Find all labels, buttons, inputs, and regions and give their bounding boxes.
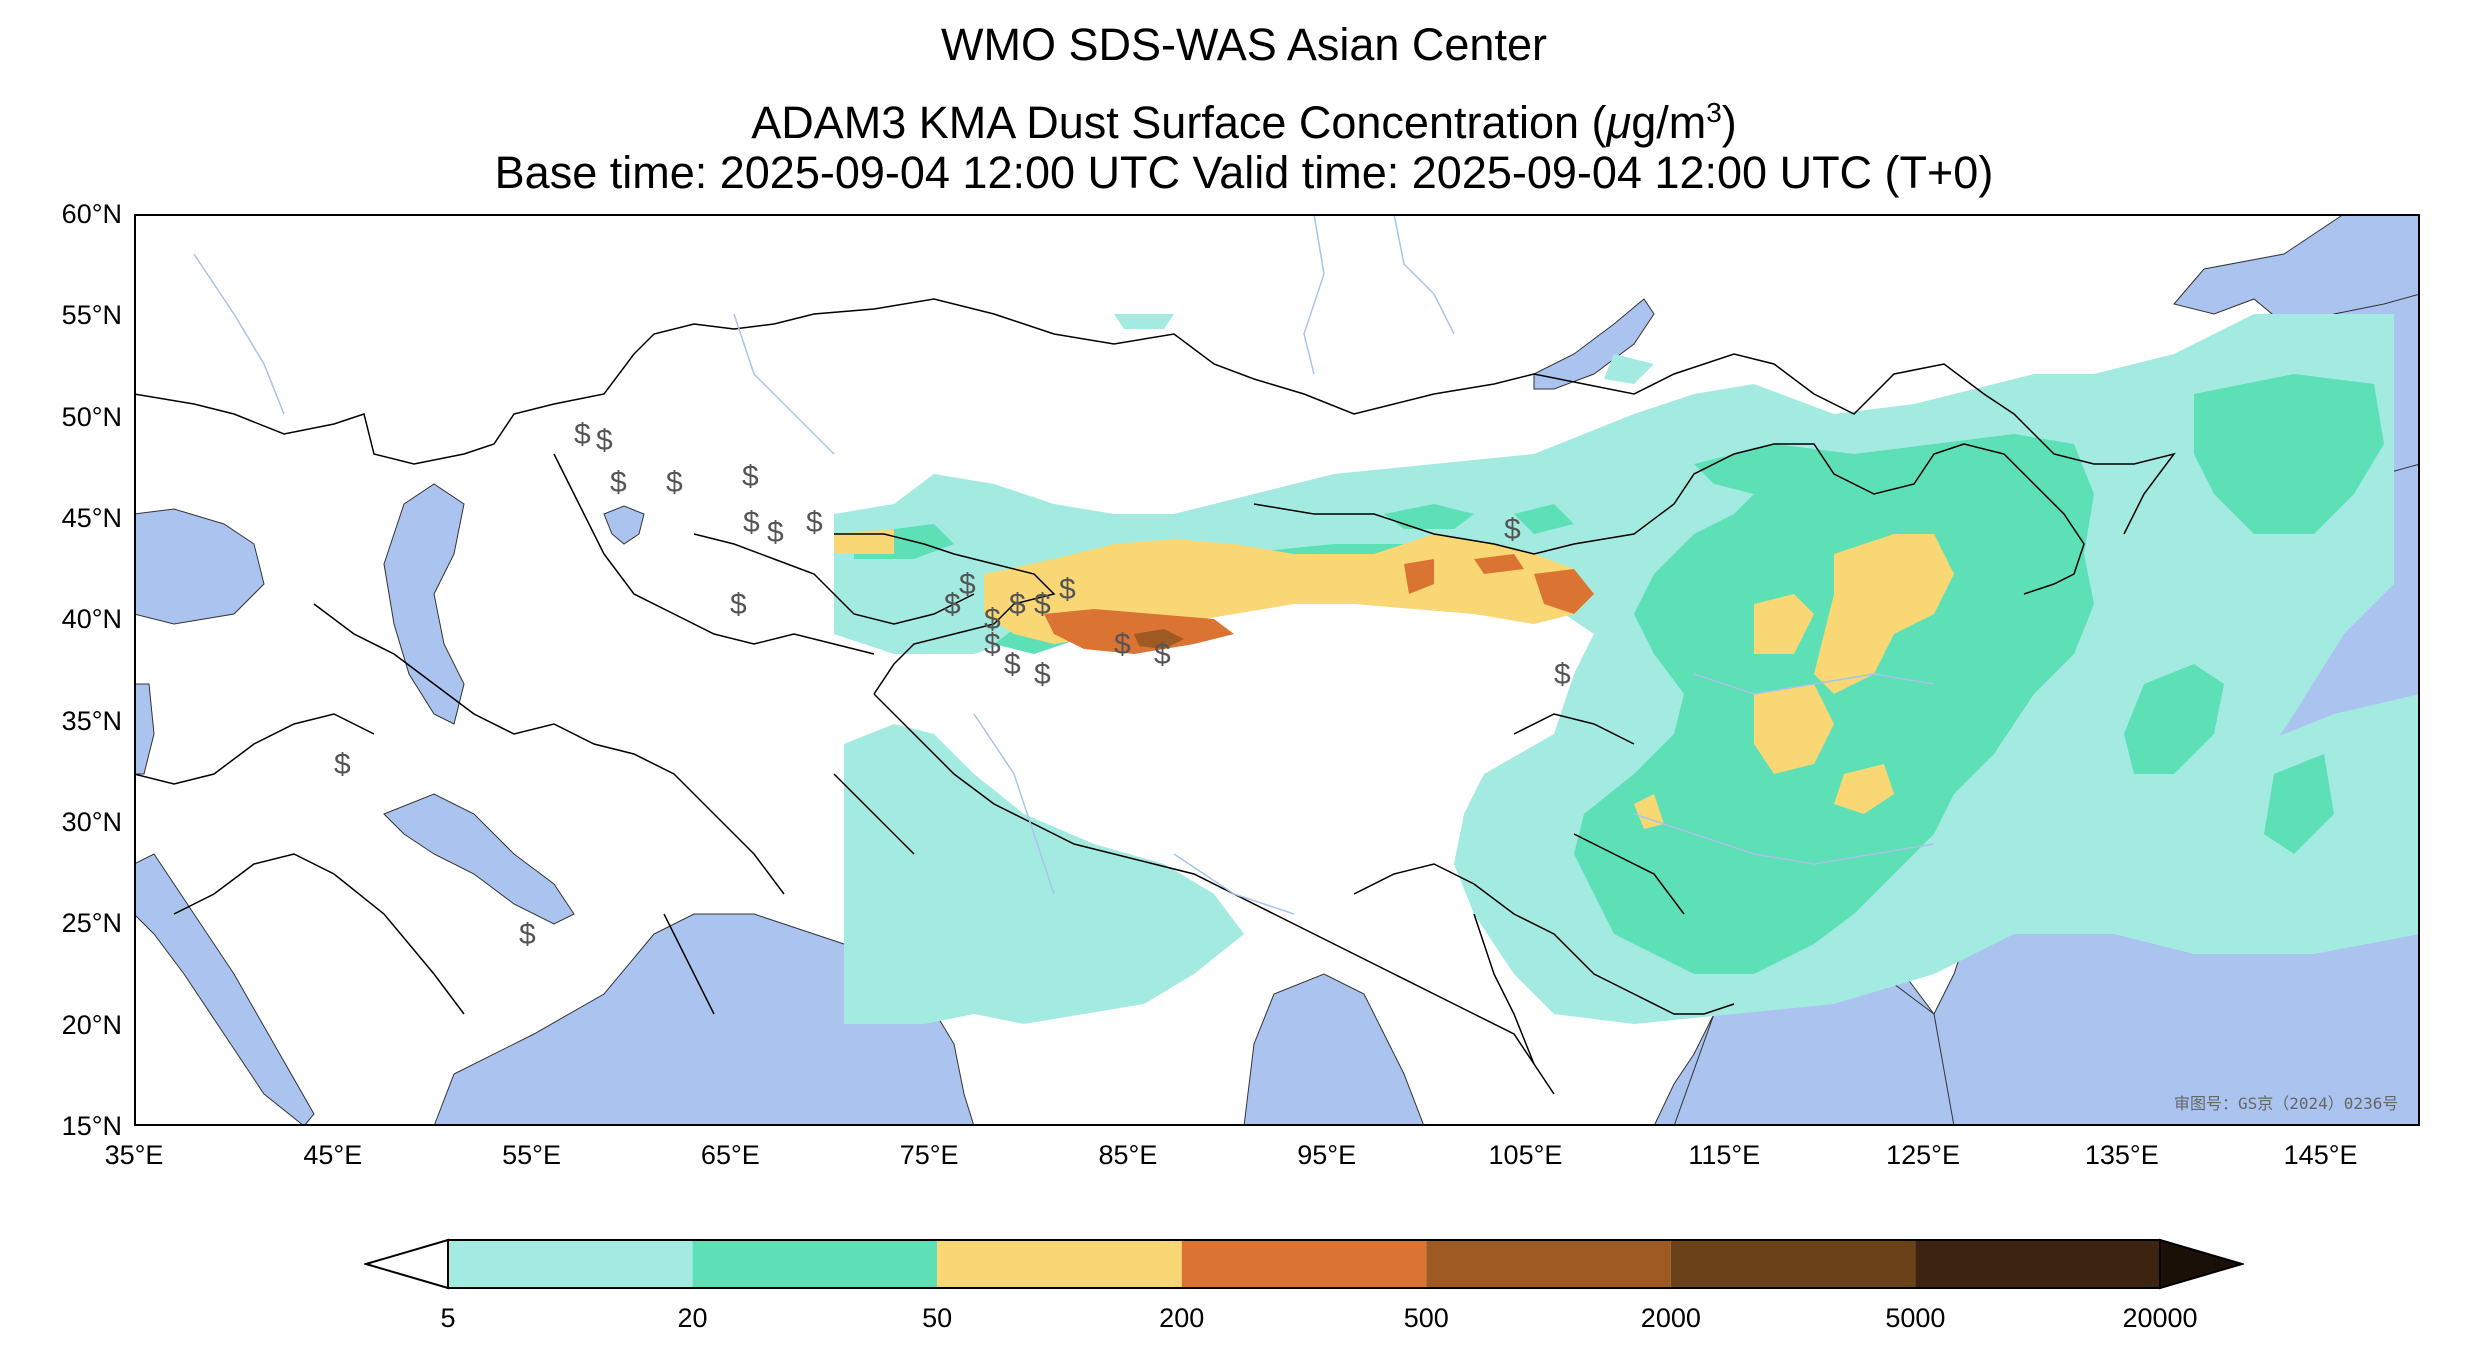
station-marker: $ [959,568,976,601]
lon-tick-label: 125°E [1886,1140,1960,1170]
map-credit: 审图号：GS京（2024）0236号 [2174,1094,2398,1113]
station-marker: $ [574,418,591,451]
mediterranean-sea [134,683,155,775]
lat-tick-label: 55°N [61,300,122,331]
station-marker: $ [596,424,613,457]
lat-tick-label: 15°N [61,1111,122,1141]
station-marker: $ [730,588,747,621]
colorbar-label: 20000 [2122,1303,2198,1333]
colorbar-label: 50 [922,1303,953,1333]
unit-text: g/m [1631,97,1707,148]
chart-subtitle: ADAM3 KMA Dust Surface Concentration (μg… [0,86,2488,150]
station-marker: $ [1554,658,1571,691]
lon-tick-label: 65°E [700,1140,760,1170]
lat-tick-label: 60°N [61,199,122,229]
colorbar-segment [1426,1240,1671,1288]
subtitle-suffix: ) [1721,97,1737,148]
station-marker: $ [1004,648,1021,681]
colorbar-segment [692,1240,938,1288]
colorbar-label: 5000 [1885,1303,1946,1333]
rivers [193,214,1935,915]
chart-title: WMO SDS-WAS Asian Center [941,19,1547,70]
station-marker: $ [743,506,760,539]
bay-of-bengal [1243,973,1425,1126]
colorbar-segment [448,1240,693,1288]
station-marker: $ [984,603,1001,636]
arabian-sea [433,913,975,1126]
colorbar-label: 5 [440,1303,456,1333]
station-marker: $ [610,466,627,499]
station-marker: $ [767,516,784,549]
colorbar-segment [1915,1240,2160,1288]
lon-tick-label: 115°E [1688,1140,1761,1170]
station-marker: $ [742,460,759,493]
subtitle-prefix: ADAM3 KMA Dust Surface Concentration ( [751,97,1607,148]
unit-superscript: 3 [1706,97,1722,128]
lon-tick-label: 45°E [303,1140,363,1170]
colorbar-frame [447,1239,2161,1289]
lon-tick-label: 75°E [899,1140,959,1170]
dust-stations: $ $ $ $ $ $ $ $ $ $ $ $ $ $ $ $ $ $ $ $ … [334,418,1571,951]
lat-tick-label: 20°N [61,1009,122,1040]
station-marker: $ [519,918,536,951]
lat-tick-label: 35°N [61,705,122,736]
station-marker: $ [1034,588,1051,621]
red-sea [134,853,315,1126]
lon-tick-label: 145°E [2283,1140,2358,1170]
colorbar-label: 200 [1159,1303,1205,1333]
lat-tick-label: 50°N [61,401,122,432]
dust-layer-500-2000 [1134,629,1184,649]
station-marker: $ [984,628,1001,661]
map-frame [134,214,2420,1126]
lat-tick-label: 45°N [61,503,122,533]
station-marker: $ [1034,658,1051,691]
station-marker: $ [1154,638,1171,671]
dust-layer-200-500 [1044,554,1594,654]
country-borders [134,298,2176,1095]
colorbar-extend-max [2159,1238,2244,1290]
station-marker: $ [666,466,683,499]
colorbar-label: 2000 [1640,1303,1701,1333]
unit-mu: μ [1606,97,1632,148]
station-marker: $ [334,748,351,781]
colorbar-label: 20 [677,1303,708,1333]
lon-tick-label: 35°E [104,1140,164,1170]
station-marker: $ [1114,628,1131,661]
aral-sea [603,505,645,545]
time-info: Base time: 2025-09-04 12:00 UTC Valid ti… [494,147,1994,198]
colorbar-segment [1670,1240,1916,1288]
station-marker: $ [944,588,961,621]
lon-tick-label: 105°E [1488,1140,1563,1170]
station-marker: $ [1059,573,1076,606]
station-marker: $ [1009,588,1026,621]
black-sea [134,508,265,625]
lon-tick-label: 135°E [2084,1140,2159,1170]
persian-gulf [383,793,575,925]
lon-tick-label: 55°E [502,1140,561,1170]
lake-baikal [1533,298,1655,390]
caspian-sea [383,483,465,725]
lat-tick-label: 25°N [61,908,122,939]
colorbar [364,1238,2244,1290]
lat-tick-label: 40°N [61,604,122,635]
colorbar-segment [937,1240,1182,1288]
lon-tick-label: 85°E [1098,1140,1158,1170]
colorbar-segment [1181,1240,1427,1288]
station-marker: $ [1504,513,1521,546]
colorbar-extend-min [364,1238,449,1290]
colorbar-label: 500 [1403,1303,1449,1333]
lon-tick-label: 95°E [1297,1140,1357,1170]
station-marker: $ [806,506,823,539]
dust-map: $ $ $ $ $ $ $ $ $ $ $ $ $ $ $ $ $ $ $ $ … [134,214,2420,1126]
lat-tick-label: 30°N [61,807,122,837]
